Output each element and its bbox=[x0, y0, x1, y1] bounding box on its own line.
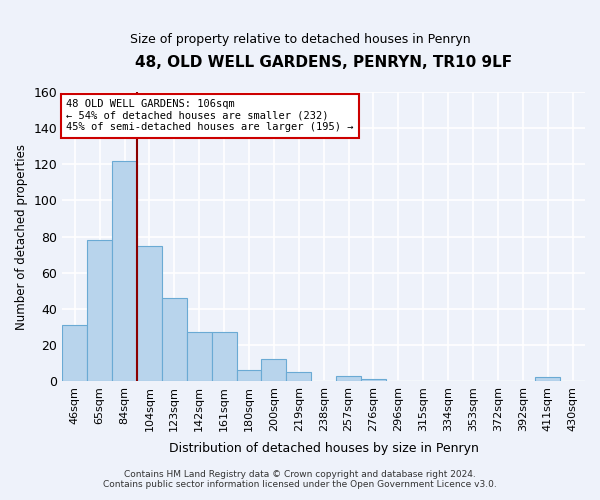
Bar bbox=[62, 325, 87, 381]
Bar bbox=[187, 332, 212, 381]
Bar bbox=[336, 376, 361, 381]
Text: 48 OLD WELL GARDENS: 106sqm
← 54% of detached houses are smaller (232)
45% of se: 48 OLD WELL GARDENS: 106sqm ← 54% of det… bbox=[66, 99, 353, 132]
Text: Contains HM Land Registry data © Crown copyright and database right 2024.
Contai: Contains HM Land Registry data © Crown c… bbox=[103, 470, 497, 489]
Bar bbox=[535, 378, 560, 381]
Text: Size of property relative to detached houses in Penryn: Size of property relative to detached ho… bbox=[130, 32, 470, 46]
Title: 48, OLD WELL GARDENS, PENRYN, TR10 9LF: 48, OLD WELL GARDENS, PENRYN, TR10 9LF bbox=[135, 55, 512, 70]
Bar bbox=[162, 298, 187, 381]
Bar bbox=[137, 246, 162, 381]
Bar bbox=[361, 379, 386, 381]
Bar bbox=[212, 332, 236, 381]
Bar bbox=[87, 240, 112, 381]
X-axis label: Distribution of detached houses by size in Penryn: Distribution of detached houses by size … bbox=[169, 442, 479, 455]
Y-axis label: Number of detached properties: Number of detached properties bbox=[15, 144, 28, 330]
Bar bbox=[262, 360, 286, 381]
Bar bbox=[112, 160, 137, 381]
Bar bbox=[286, 372, 311, 381]
Bar bbox=[236, 370, 262, 381]
